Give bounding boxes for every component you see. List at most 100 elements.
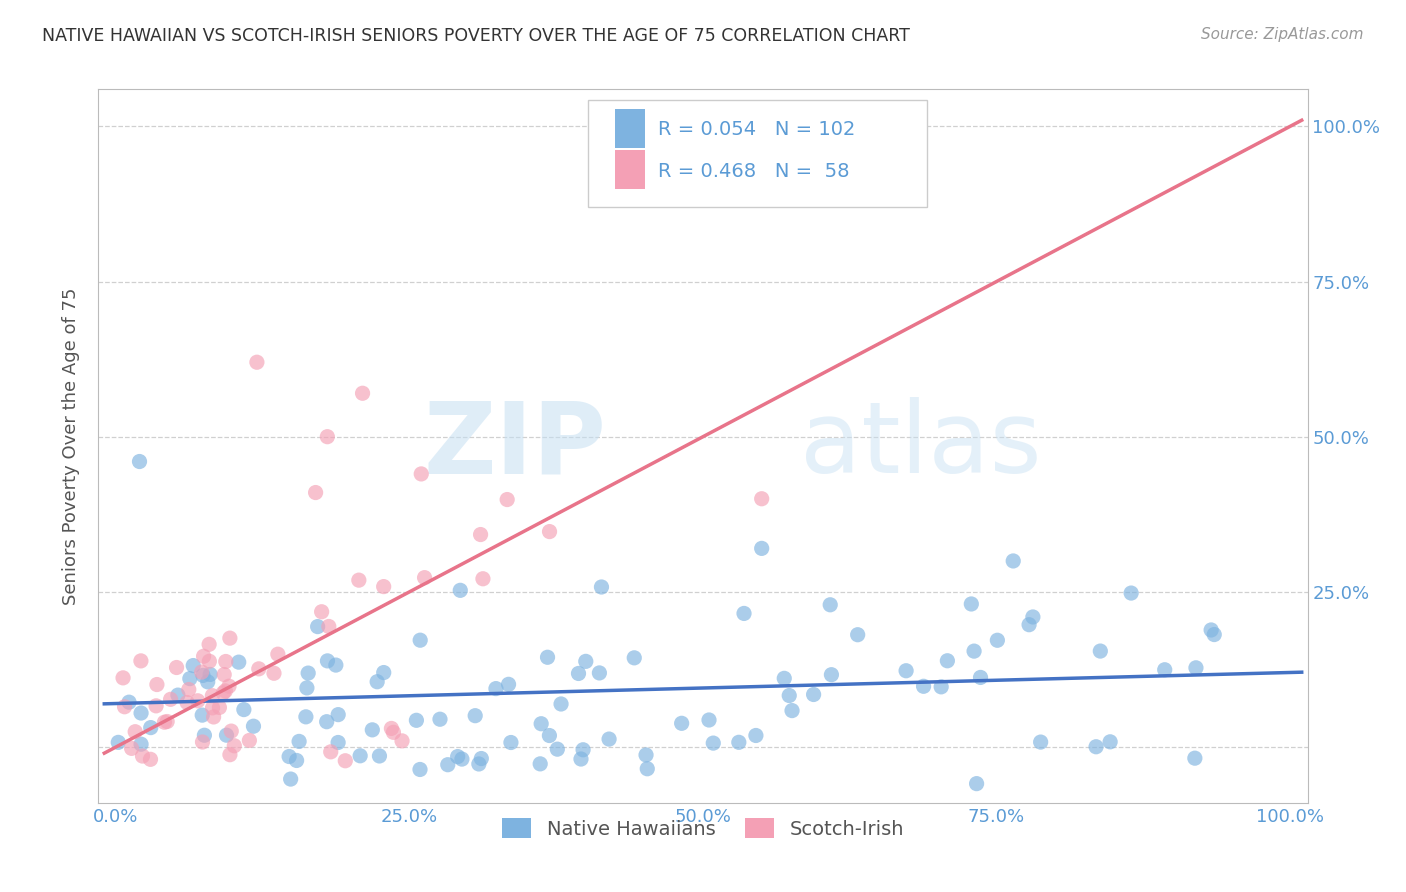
Point bbox=[352, 386, 374, 401]
Point bbox=[318, 619, 340, 633]
Point bbox=[636, 762, 658, 776]
Point bbox=[468, 756, 491, 771]
Point bbox=[530, 716, 553, 731]
Point bbox=[280, 772, 302, 786]
Point bbox=[198, 654, 221, 668]
Point bbox=[159, 692, 181, 706]
Point bbox=[567, 666, 589, 681]
Point bbox=[297, 666, 319, 681]
Point bbox=[129, 706, 152, 720]
Point bbox=[820, 667, 842, 681]
Point bbox=[569, 752, 592, 766]
Point bbox=[894, 664, 917, 678]
Point bbox=[307, 619, 329, 633]
Point bbox=[247, 662, 270, 676]
Point bbox=[1085, 739, 1108, 754]
Point bbox=[153, 715, 176, 730]
Point bbox=[114, 699, 136, 714]
Point bbox=[146, 677, 169, 691]
Point bbox=[498, 677, 520, 691]
Point bbox=[139, 752, 162, 766]
Point bbox=[177, 682, 200, 697]
Point bbox=[167, 688, 190, 702]
Point bbox=[349, 748, 371, 763]
Point bbox=[124, 724, 146, 739]
Point bbox=[193, 649, 215, 664]
Point bbox=[238, 733, 260, 747]
Point bbox=[191, 708, 214, 723]
Point bbox=[347, 573, 370, 587]
Point bbox=[219, 747, 242, 762]
Point bbox=[846, 628, 869, 642]
Point bbox=[335, 754, 357, 768]
Text: atlas: atlas bbox=[800, 398, 1042, 494]
Legend: Native Hawaiians, Scotch-Irish: Native Hawaiians, Scotch-Irish bbox=[495, 811, 911, 847]
FancyBboxPatch shape bbox=[614, 109, 645, 148]
Point bbox=[634, 747, 657, 762]
Point bbox=[780, 704, 803, 718]
Point bbox=[128, 454, 150, 468]
Point bbox=[366, 674, 388, 689]
Point bbox=[246, 355, 269, 369]
Point bbox=[496, 492, 519, 507]
Point bbox=[242, 719, 264, 733]
Point bbox=[751, 491, 773, 506]
Point bbox=[197, 674, 219, 689]
FancyBboxPatch shape bbox=[614, 150, 645, 189]
Point bbox=[288, 734, 311, 748]
Text: ZIP: ZIP bbox=[423, 398, 606, 494]
Text: Source: ZipAtlas.com: Source: ZipAtlas.com bbox=[1201, 27, 1364, 42]
Point bbox=[129, 654, 152, 668]
Point bbox=[212, 686, 235, 700]
Point bbox=[471, 572, 494, 586]
Point bbox=[536, 650, 558, 665]
Point bbox=[986, 633, 1008, 648]
Point bbox=[409, 633, 432, 648]
Point bbox=[436, 757, 458, 772]
Point bbox=[145, 698, 167, 713]
Point bbox=[263, 666, 285, 681]
Point bbox=[546, 742, 568, 756]
Point bbox=[131, 749, 153, 764]
Point bbox=[529, 756, 551, 771]
Point bbox=[228, 655, 250, 669]
Point bbox=[201, 689, 224, 703]
Y-axis label: Seniors Poverty Over the Age of 75: Seniors Poverty Over the Age of 75 bbox=[62, 287, 80, 605]
Point bbox=[912, 679, 935, 693]
Point bbox=[176, 696, 198, 710]
Point bbox=[285, 754, 308, 768]
Point bbox=[316, 654, 339, 668]
Point bbox=[232, 702, 254, 716]
Point bbox=[316, 430, 339, 444]
Point bbox=[733, 607, 755, 621]
Point bbox=[181, 658, 204, 673]
Point bbox=[727, 735, 749, 749]
Point bbox=[214, 684, 236, 698]
Point bbox=[193, 728, 215, 742]
Point bbox=[212, 667, 235, 681]
Point bbox=[697, 713, 720, 727]
Point bbox=[1153, 663, 1175, 677]
Point bbox=[156, 714, 179, 729]
Point bbox=[202, 710, 225, 724]
Point bbox=[107, 735, 129, 749]
Point bbox=[198, 637, 221, 651]
Point bbox=[326, 735, 349, 749]
Point bbox=[745, 729, 768, 743]
Point bbox=[470, 527, 492, 541]
Point bbox=[304, 485, 326, 500]
FancyBboxPatch shape bbox=[588, 100, 927, 207]
Point bbox=[966, 777, 988, 791]
Point bbox=[929, 680, 952, 694]
Point bbox=[960, 597, 983, 611]
Point bbox=[778, 689, 800, 703]
Text: R = 0.054   N = 102: R = 0.054 N = 102 bbox=[658, 120, 856, 139]
Point bbox=[278, 749, 301, 764]
Point bbox=[751, 541, 773, 556]
Point bbox=[1204, 627, 1226, 641]
Point bbox=[315, 714, 337, 729]
Point bbox=[328, 707, 350, 722]
Text: NATIVE HAWAIIAN VS SCOTCH-IRISH SENIORS POVERTY OVER THE AGE OF 75 CORRELATION C: NATIVE HAWAIIAN VS SCOTCH-IRISH SENIORS … bbox=[42, 27, 910, 45]
Point bbox=[485, 681, 508, 696]
Point bbox=[139, 721, 162, 735]
